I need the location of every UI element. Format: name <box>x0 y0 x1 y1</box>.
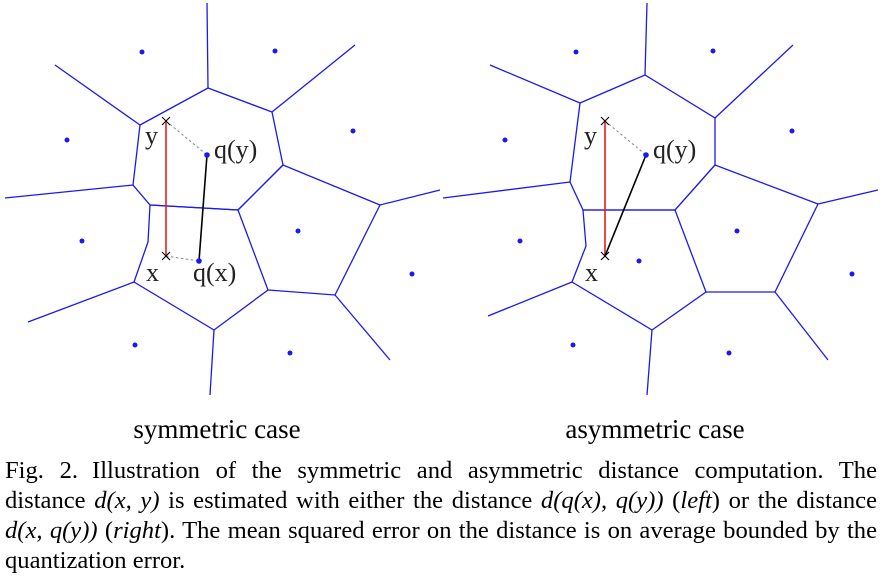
x-label: x <box>146 258 159 287</box>
qx-centroid <box>196 258 202 264</box>
caption-segment: is estimated with either the distance <box>159 487 541 514</box>
qx-label: q(x) <box>193 258 236 287</box>
figure-illustration: y q(y) x q(x) symmetric case <box>4 2 879 444</box>
symmetric-case-label: symmetric case <box>133 414 300 444</box>
right-panel: y q(y) x asymmetric case <box>442 2 879 444</box>
voronoi-cell-edges <box>4 2 441 396</box>
qy-centroid <box>204 152 210 158</box>
caption-segment: ) or the distance <box>711 487 877 514</box>
caption-italic-segment: d(q(x), q(y)) <box>540 487 664 514</box>
voronoi-cell-edges <box>442 2 879 396</box>
asymmetric-case-label: asymmetric case <box>565 414 744 444</box>
caption-text: Illustration of the symmetric and asymme… <box>5 457 877 574</box>
qy-label: q(y) <box>653 135 696 164</box>
caption-italic-segment: left <box>680 487 712 514</box>
figure-number: Fig. 2. <box>5 457 79 484</box>
x-point-marker <box>161 251 171 261</box>
dashed-y-to-qy <box>604 120 647 156</box>
centroid-points <box>64 48 415 356</box>
x-label: x <box>585 258 598 287</box>
caption-segment: ( <box>663 487 681 514</box>
x-point-marker <box>600 251 610 261</box>
y-label: y <box>584 121 597 150</box>
dashed-y-to-qy <box>165 120 208 156</box>
y-label: y <box>145 121 158 150</box>
caption-segment: Illustration of the symmetric and asymme… <box>5 457 877 514</box>
caption-italic-segment: d(x, y) <box>94 487 160 514</box>
qy-centroid <box>643 152 649 158</box>
y-point-marker <box>161 116 171 126</box>
caption-italic-segment: right <box>113 517 161 544</box>
left-panel: y q(y) x q(x) symmetric case <box>4 2 441 444</box>
caption-segment: ( <box>97 517 114 544</box>
caption-italic-segment: d(x, q(y)) <box>5 517 98 544</box>
estimated-distance-line <box>604 154 647 257</box>
qy-label: q(y) <box>214 135 257 164</box>
y-point-marker <box>600 116 610 126</box>
figure-caption: Fig. 2. Illustration of the symmetric and… <box>5 456 877 576</box>
centroid-points <box>502 48 855 356</box>
caption-segment: ). The mean squared error on the distanc… <box>5 517 878 574</box>
dashed-x-to-qx <box>165 255 200 262</box>
estimated-distance-line <box>198 154 208 262</box>
